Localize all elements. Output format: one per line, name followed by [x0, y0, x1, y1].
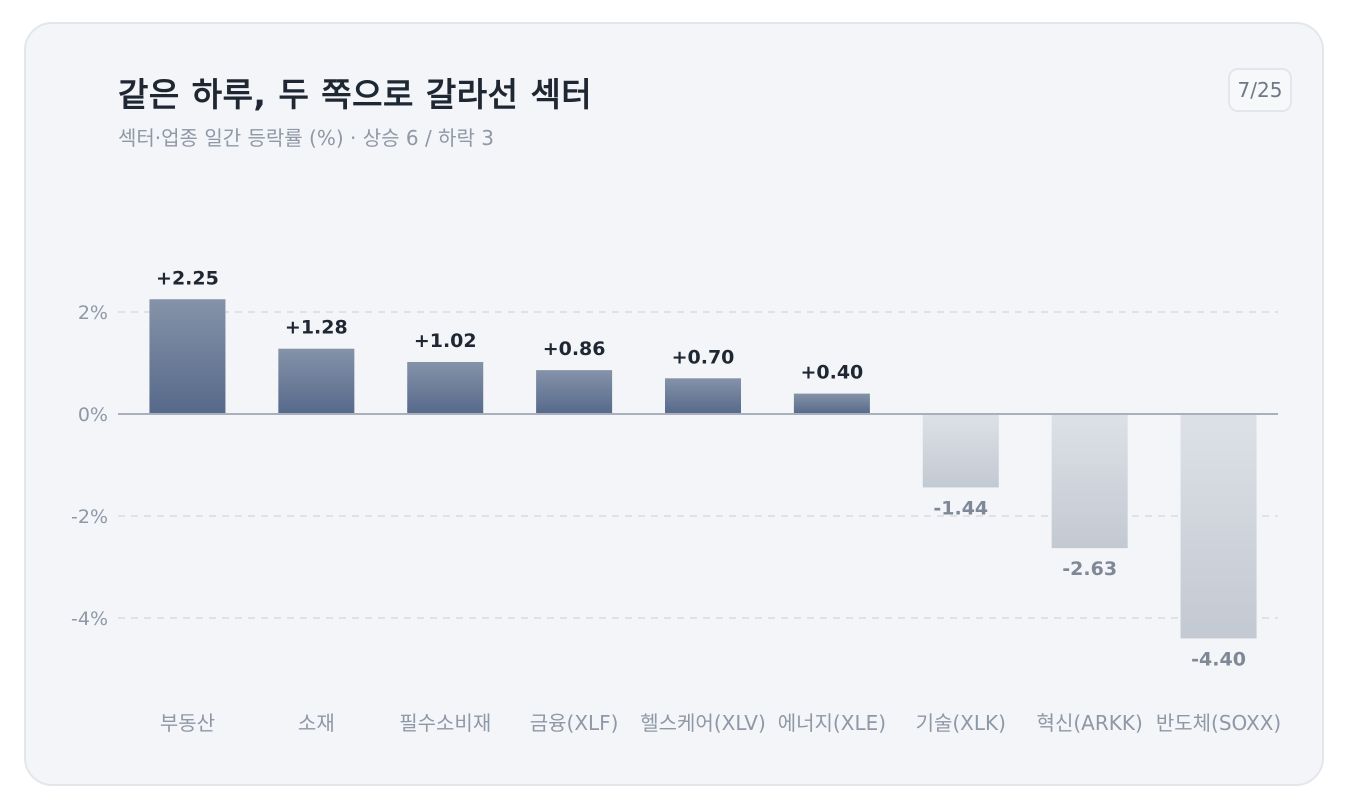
bar — [665, 378, 741, 414]
y-tick-label: -4% — [71, 608, 108, 630]
value-label: +1.02 — [414, 330, 477, 352]
value-label: -2.63 — [1062, 558, 1117, 580]
value-label: -1.44 — [933, 497, 988, 519]
chart-title: 같은 하루, 두 쪽으로 갈라선 섹터 — [118, 75, 593, 114]
value-label: -4.40 — [1191, 648, 1246, 670]
value-label: +1.28 — [285, 317, 348, 339]
value-label: +0.40 — [800, 362, 863, 384]
page-indicator: 7/25 — [1228, 68, 1292, 112]
category-label: 기술(XLK) — [916, 711, 1006, 735]
value-label: +0.86 — [543, 338, 606, 360]
y-tick-label: 2% — [78, 302, 108, 324]
category-label: 소재 — [298, 711, 335, 735]
bar — [536, 370, 613, 414]
bar — [278, 348, 355, 414]
y-tick-label: 0% — [78, 404, 108, 426]
value-label: +2.25 — [156, 267, 219, 289]
category-label: 금융(XLF) — [530, 711, 619, 735]
value-label: +0.70 — [672, 346, 735, 368]
category-label: 반도체(SOXX) — [1156, 711, 1281, 735]
bar — [149, 299, 226, 414]
bar-chart: 2% 0% -2% -4% +2.25 부동산 +1.28 소재 +1.02 필수소비재 +0.86… — [71, 267, 1281, 735]
bar — [1180, 414, 1257, 639]
chart-subtitle: 섹터·업종 일간 등락률 (%) · 상승 6 / 하락 3 — [118, 126, 494, 150]
category-label: 혁신(ARKK) — [1037, 711, 1143, 735]
y-tick-label: -2% — [71, 506, 108, 528]
category-label: 에너지(XLE) — [778, 711, 886, 735]
category-label: 헬스케어(XLV) — [640, 711, 766, 735]
category-label: 부동산 — [160, 711, 215, 735]
bar — [1051, 414, 1128, 549]
bar — [793, 393, 870, 414]
chart-card: 같은 하루, 두 쪽으로 갈라선 섹터 섹터·업종 일간 등락률 (%) · 상… — [24, 22, 1324, 786]
bar — [922, 414, 999, 488]
bar — [407, 361, 484, 414]
category-label: 필수소비재 — [399, 711, 491, 735]
